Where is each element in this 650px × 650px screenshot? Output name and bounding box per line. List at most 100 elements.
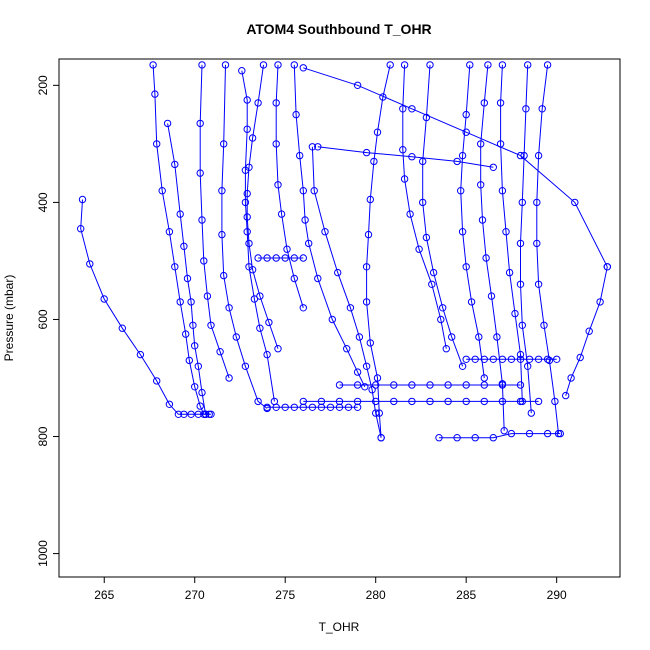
data-point	[435, 434, 443, 442]
data-point	[489, 355, 497, 363]
data-point	[165, 228, 174, 236]
data-point	[225, 304, 233, 312]
data-point	[480, 99, 488, 107]
data-point	[265, 318, 273, 327]
y-axis: 200 400 600 800 1000	[36, 75, 60, 567]
data-point	[516, 355, 525, 363]
data-point	[272, 140, 280, 148]
data-point	[516, 381, 525, 389]
data-point	[272, 99, 280, 107]
data-point	[603, 263, 611, 271]
series-line	[241, 70, 275, 402]
series-5	[238, 67, 279, 406]
data-point	[274, 345, 282, 353]
data-point	[299, 304, 307, 312]
data-point	[176, 210, 184, 218]
data-point	[218, 230, 226, 239]
data-point	[362, 148, 371, 157]
data-point	[462, 355, 470, 363]
data-point	[527, 409, 535, 417]
y-tick-label: 200	[36, 75, 50, 95]
data-point	[480, 397, 488, 406]
data-point	[498, 61, 507, 69]
data-point	[281, 403, 289, 411]
data-point	[174, 410, 183, 418]
data-layer	[77, 61, 611, 442]
data-point	[408, 381, 416, 389]
data-point	[462, 397, 470, 406]
series-16	[516, 61, 535, 417]
data-point	[484, 61, 492, 69]
data-point	[457, 187, 465, 195]
data-point	[296, 151, 304, 160]
series-line	[422, 64, 464, 367]
data-point	[543, 61, 552, 69]
data-point	[263, 350, 271, 359]
data-point	[158, 187, 166, 195]
data-point	[399, 146, 407, 154]
data-point	[496, 99, 505, 107]
data-point	[493, 333, 501, 341]
series-line	[152, 64, 210, 415]
data-point	[194, 362, 203, 370]
data-point	[232, 333, 241, 341]
data-point	[256, 292, 264, 300]
data-point	[390, 381, 398, 389]
data-point	[292, 110, 300, 119]
data-point	[299, 187, 307, 195]
series-0	[77, 195, 215, 418]
data-point	[272, 254, 280, 262]
data-point	[86, 260, 94, 268]
data-point	[453, 157, 461, 166]
series-13	[457, 61, 488, 382]
data-point	[386, 61, 394, 69]
data-point	[408, 153, 416, 161]
data-point	[241, 198, 250, 207]
data-point	[534, 280, 543, 288]
data-point	[248, 134, 257, 142]
series-8	[290, 61, 369, 391]
data-point	[498, 187, 507, 195]
data-point	[225, 374, 233, 382]
data-point	[203, 292, 212, 300]
data-point	[238, 67, 246, 75]
data-point	[370, 157, 378, 166]
data-point	[533, 239, 541, 248]
data-point	[176, 298, 184, 306]
data-point	[299, 397, 307, 406]
data-point	[344, 403, 353, 411]
data-point	[366, 339, 374, 347]
data-point	[254, 397, 262, 406]
data-point	[317, 397, 326, 406]
data-point	[305, 239, 313, 248]
data-point	[301, 216, 309, 224]
data-point	[299, 403, 307, 411]
series-26	[314, 143, 497, 172]
data-point	[200, 257, 208, 265]
data-point	[540, 321, 548, 329]
data-point	[379, 93, 387, 101]
data-point	[100, 295, 108, 303]
data-point	[182, 330, 190, 338]
data-point	[551, 397, 559, 406]
x-tick-label: 285	[456, 588, 476, 602]
data-point	[205, 410, 213, 418]
x-tick-label: 290	[547, 588, 567, 602]
data-point	[525, 355, 534, 363]
data-point	[196, 119, 204, 128]
data-point	[180, 242, 188, 251]
data-point	[487, 292, 496, 300]
data-point	[477, 181, 485, 189]
data-point	[274, 181, 282, 189]
series-7	[272, 61, 307, 312]
x-tick-label: 270	[185, 588, 205, 602]
y-tick-label: 600	[36, 309, 50, 329]
data-point	[299, 64, 307, 72]
data-point	[245, 163, 253, 172]
series-4	[218, 61, 271, 413]
data-point	[373, 374, 382, 382]
data-point	[489, 163, 497, 172]
data-point	[187, 410, 195, 418]
data-point	[198, 61, 206, 69]
data-point	[256, 324, 264, 332]
